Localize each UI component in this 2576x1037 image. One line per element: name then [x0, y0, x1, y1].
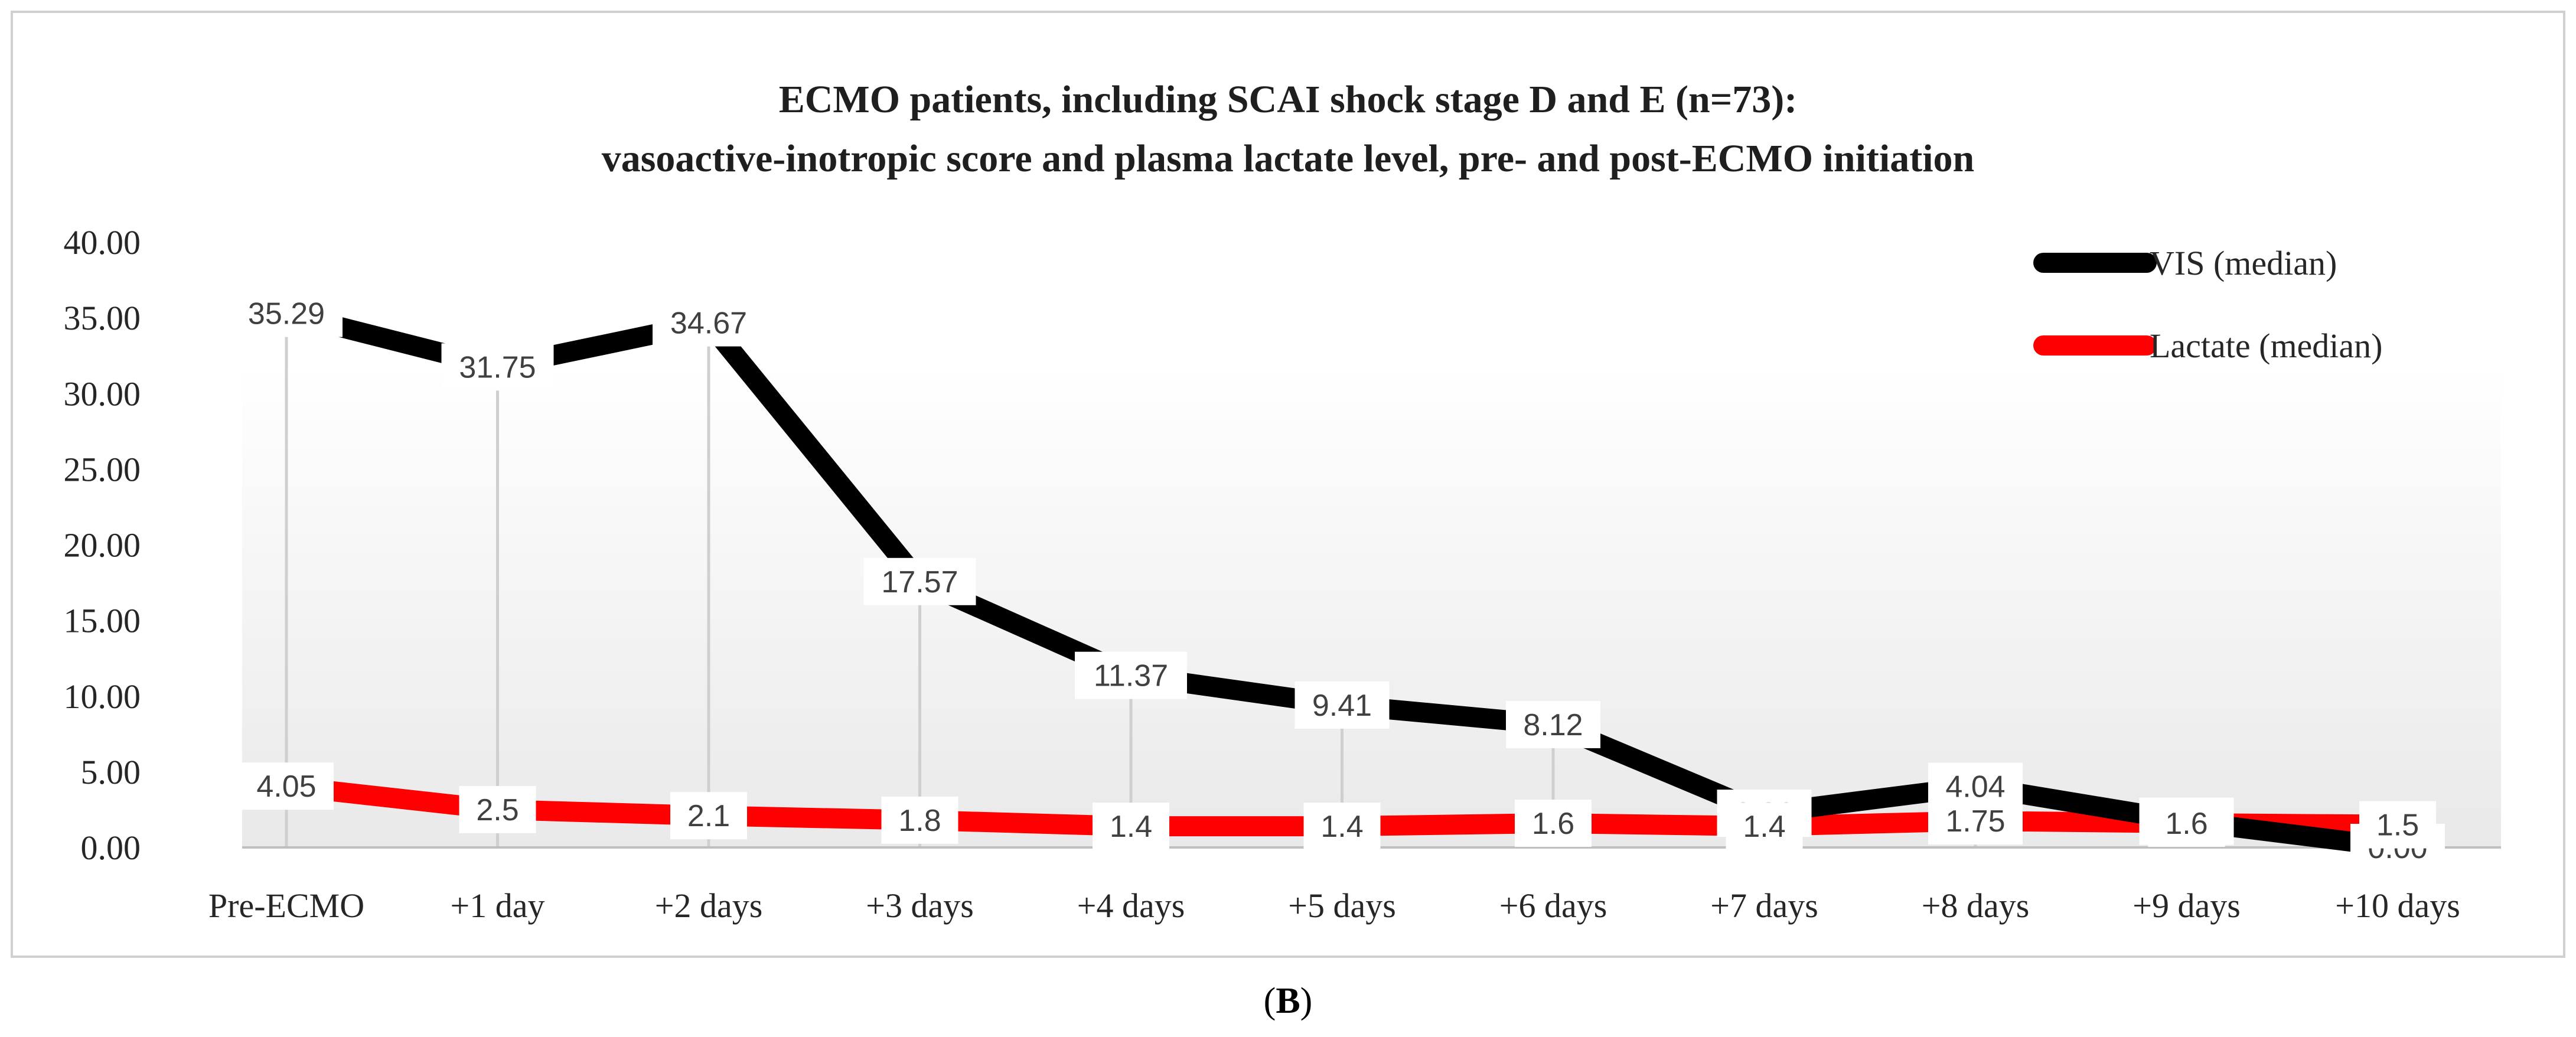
y-tick-label: 15.00 — [64, 602, 141, 640]
x-tick-label: +4 days — [1077, 886, 1185, 925]
data-label: 17.57 — [881, 565, 958, 599]
x-tick-label: +5 days — [1288, 886, 1396, 925]
x-tick-label: Pre-ECMO — [208, 886, 364, 925]
data-label: 1.75 — [1945, 804, 2005, 839]
data-label-box — [863, 557, 976, 605]
data-label-box — [1515, 800, 1592, 847]
y-tick-label: 10.00 — [64, 677, 141, 716]
x-tick-label: +7 days — [1710, 886, 1818, 925]
y-tick-label: 25.00 — [64, 450, 141, 488]
x-tick-label: +2 days — [655, 886, 763, 925]
data-labels: 35.2931.7534.6717.5711.379.418.122.264.0… — [230, 289, 2445, 871]
data-label: 11.37 — [1094, 659, 1168, 693]
legend: VIS (median) Lactate (median) — [2033, 244, 2382, 365]
data-label: 1.6 — [1532, 807, 1574, 841]
y-tick-label: 5.00 — [81, 753, 141, 791]
data-label-box — [2359, 801, 2436, 849]
data-label-box — [670, 792, 747, 840]
x-tick-label: +8 days — [1922, 886, 2030, 925]
data-label: 1.5 — [2376, 808, 2419, 843]
data-label: 1.4 — [1743, 810, 1785, 844]
y-tick-label: 35.00 — [64, 299, 141, 337]
data-label: 2.5 — [476, 793, 519, 827]
data-label: 9.41 — [1312, 689, 1372, 723]
figure-caption: (B) — [1264, 981, 1313, 1021]
data-label: 1.4 — [1320, 810, 1363, 844]
data-label-box — [1093, 803, 1169, 850]
x-tick-label: +3 days — [866, 886, 974, 925]
data-label-box — [239, 762, 334, 810]
data-label: 4.05 — [256, 769, 316, 804]
x-tick-label: +6 days — [1499, 886, 1607, 925]
data-label-box — [441, 343, 554, 391]
y-tick-label: 30.00 — [64, 374, 141, 413]
y-tick-label: 40.00 — [64, 223, 141, 262]
x-axis: Pre-ECMO +1 day +2 days +3 days +4 days +5 da… — [208, 886, 2460, 925]
caption-open-paren: ( — [1264, 981, 1276, 1021]
x-tick-label: +1 day — [451, 886, 545, 925]
plot-area-background — [242, 366, 2501, 847]
data-label: 35.29 — [248, 297, 325, 331]
data-label: 31.75 — [459, 350, 536, 384]
y-tick-label: 0.00 — [81, 829, 141, 867]
data-label-box — [1726, 803, 1803, 850]
data-label-box — [1294, 681, 1390, 729]
data-label: 34.67 — [670, 306, 747, 341]
data-label: 1.8 — [898, 804, 941, 838]
data-label-box — [2148, 800, 2225, 847]
data-label-box — [1303, 803, 1381, 850]
data-label-box — [1928, 797, 2023, 845]
data-label: 2.1 — [687, 799, 730, 833]
data-label-box — [653, 299, 765, 347]
y-axis: 0.00 5.00 10.00 15.00 20.00 25.00 30.00 35.00 40… — [64, 223, 141, 867]
caption-close-paren: ) — [1300, 981, 1313, 1021]
data-label-box — [1506, 700, 1600, 748]
chart-title-line-2: vasoactive-inotropic score and plasma la… — [602, 137, 1975, 180]
data-label: 1.6 — [2165, 807, 2207, 841]
caption-letter: B — [1276, 981, 1300, 1021]
data-label: 1.4 — [1110, 810, 1152, 844]
x-tick-label: +10 days — [2335, 886, 2460, 925]
y-tick-label: 20.00 — [64, 526, 141, 565]
data-label-box — [230, 289, 343, 337]
data-label: 8.12 — [1523, 708, 1583, 742]
x-tick-label: +9 days — [2132, 886, 2241, 925]
data-label-box — [1075, 651, 1187, 699]
svg-text:(B): (B) — [1264, 981, 1313, 1021]
data-label-box — [459, 785, 536, 833]
chart-title-line-1: ECMO patients, including SCAI shock stag… — [779, 78, 1798, 121]
chart-title: ECMO patients, including SCAI shock stag… — [602, 78, 1975, 180]
legend-label: VIS (median) — [2150, 244, 2337, 282]
data-label-box — [881, 796, 958, 844]
legend-label: Lactate (median) — [2150, 327, 2382, 365]
